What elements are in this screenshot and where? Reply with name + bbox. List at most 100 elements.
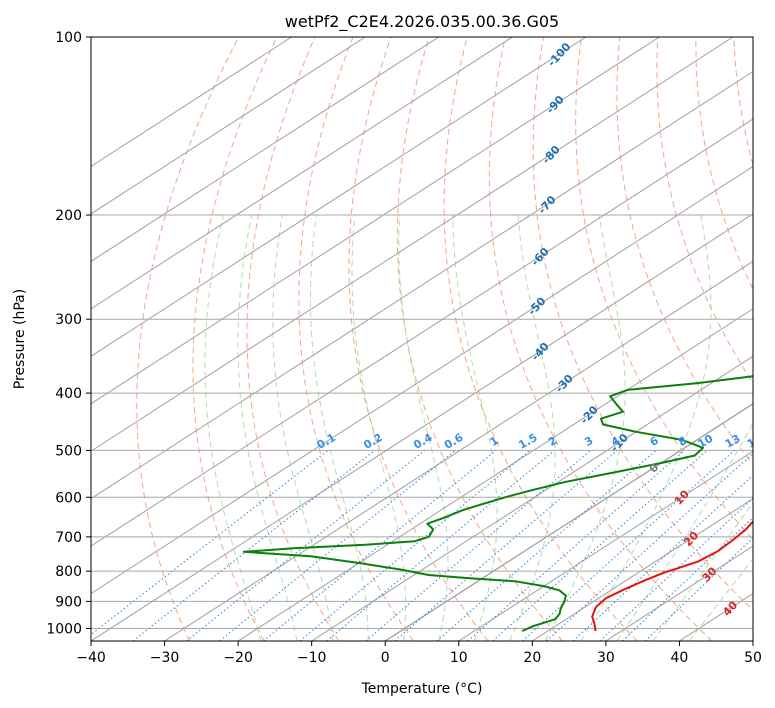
y-tick-label: 500	[55, 443, 82, 459]
isotherm-label: -100	[545, 40, 574, 69]
isotherm-label: 30	[700, 564, 720, 584]
x-axis: −40 −30 −20 −10 0 10 20 30 40 50	[76, 641, 762, 666]
mixing-ratio-label: 0.1	[315, 431, 338, 452]
isotherm-line	[458, 450, 753, 641]
mixing-ratio-label: 3	[582, 434, 595, 449]
dry-adiabat-line	[348, 37, 489, 641]
isotherm-line	[91, 37, 660, 405]
y-tick-label: 1000	[46, 621, 82, 637]
x-tick-label: −30	[150, 650, 180, 666]
mixing-ratio-label: 20	[769, 432, 775, 451]
isotherm-line	[605, 545, 753, 641]
dry-adiabat-line	[695, 37, 753, 291]
dry-adiabat-line	[136, 37, 240, 641]
isotherm-line	[91, 165, 753, 595]
x-axis-title: Temperature (°C)	[361, 681, 483, 697]
dry-adiabat-line	[616, 37, 753, 466]
mixing-ratio-line	[644, 537, 753, 641]
moist-adiabat-line	[452, 214, 498, 641]
mixing-ratio-line	[572, 474, 753, 641]
mixing-ratio-line	[436, 449, 657, 641]
series-layer	[242, 375, 753, 632]
mixing-ratio-line	[522, 449, 735, 641]
isotherm-label: -70	[536, 193, 559, 217]
moist-adiabat-line	[237, 214, 298, 641]
moist-adiabat-line	[398, 214, 449, 641]
mixing-ratio-line	[326, 449, 555, 641]
isotherm-line	[91, 37, 440, 262]
isotherm-label: -30	[553, 372, 576, 396]
background-lines	[91, 37, 753, 641]
chart-title: wetPf2_C2E4.2026.035.00.36.G05	[285, 12, 559, 32]
x-tick-label: −20	[223, 650, 253, 666]
isotherm-line	[91, 37, 587, 357]
isotherm-line	[237, 308, 753, 641]
isotherm-line	[91, 118, 753, 547]
y-tick-label: 900	[55, 594, 82, 610]
mixing-ratio-label: 16	[745, 432, 765, 451]
isotherm-line	[91, 37, 734, 452]
temperature-profile-line	[591, 520, 753, 632]
moist-adiabat-line	[204, 214, 262, 641]
x-tick-label: 30	[597, 650, 615, 666]
isotherm-line	[311, 355, 753, 641]
mixing-ratio-line	[186, 449, 426, 641]
dry-adiabat-line	[656, 37, 753, 384]
mixing-ratio-line	[299, 449, 531, 641]
isotherm-label: -60	[529, 245, 552, 269]
isotherm-line	[384, 403, 753, 641]
y-tick-label: 800	[55, 564, 82, 580]
dry-adiabat-line	[575, 37, 753, 541]
x-tick-label: 40	[671, 650, 689, 666]
mixing-ratio-label: 10	[696, 432, 716, 451]
y-tick-label: 400	[55, 386, 82, 402]
x-tick-label: −40	[76, 650, 106, 666]
isotherm-line	[532, 498, 753, 641]
isotherm-line	[91, 70, 753, 500]
moist-adiabat-line	[580, 214, 712, 641]
y-axis: 100 200 300 400 500 600 700 800 900 1000	[46, 30, 91, 637]
y-tick-label: 100	[55, 30, 82, 46]
mixing-ratio-line	[492, 449, 708, 641]
moist-adiabat-line	[652, 501, 753, 641]
isotherm-label: -80	[540, 143, 563, 167]
x-tick-label: 0	[381, 650, 390, 666]
isotherm-line	[91, 213, 753, 641]
mixing-ratio-line	[91, 449, 329, 636]
dry-adiabat-line	[488, 37, 713, 641]
dry-adiabat-line	[532, 37, 753, 611]
y-tick-label: 200	[55, 208, 82, 224]
dry-adiabat-line	[443, 37, 638, 641]
dry-adiabat-line	[192, 37, 278, 641]
y-tick-label: 600	[55, 490, 82, 506]
mixing-ratio-lines	[91, 449, 753, 641]
moist-adiabat-line	[351, 214, 406, 641]
moist-adiabat-line	[509, 214, 556, 641]
isotherm-line	[91, 37, 366, 215]
moist-adiabat-line	[616, 421, 753, 641]
zero-isotherm-line	[384, 403, 753, 641]
isotherm-label: -90	[544, 93, 567, 117]
y-axis-title: Pressure (hPa)	[12, 289, 28, 389]
mixing-ratio-line	[219, 449, 456, 641]
dewpoint-profile-line	[242, 375, 753, 632]
isotherm-label: 20	[681, 529, 701, 549]
x-tick-label: −10	[297, 650, 327, 666]
isotherm-line	[752, 640, 753, 641]
mixing-ratio-label: 1	[488, 434, 501, 449]
moist-adiabat-line	[272, 214, 334, 641]
mixing-ratio-labels: 0.10.20.40.611.52346810131620253036	[315, 431, 775, 452]
dry-adiabat-line	[246, 37, 340, 641]
isotherm-line	[679, 592, 753, 641]
x-tick-label: 10	[450, 650, 468, 666]
isotherm-line	[164, 260, 753, 641]
y-tick-label: 700	[55, 530, 82, 546]
x-tick-label: 50	[744, 650, 762, 666]
isotherm-line	[91, 37, 513, 310]
dry-adiabat-line	[396, 37, 563, 641]
mixing-ratio-label: 2	[546, 434, 559, 449]
mixing-ratio-label: 0.2	[361, 431, 384, 452]
mixing-ratio-line	[365, 449, 591, 641]
plot-area: -100-90-80-70-60-50-40-30-20-10010203040…	[91, 37, 775, 641]
